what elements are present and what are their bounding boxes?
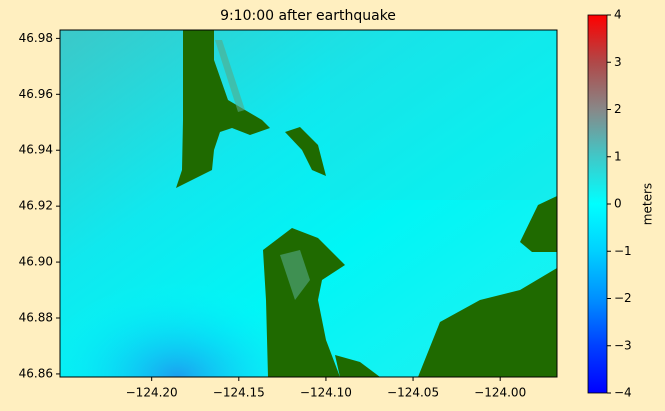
y-tick-label: 46.86 <box>19 366 53 380</box>
colorbar-tick-label: −4 <box>614 386 632 400</box>
colorbar-tick-label: 3 <box>614 55 622 69</box>
map <box>60 30 557 377</box>
y-tick-label: 46.94 <box>19 143 53 157</box>
colorbar-label: meters <box>641 183 655 225</box>
colorbar-tick-label: 4 <box>614 8 622 22</box>
colorbar-tick-label: −1 <box>614 244 632 258</box>
y-tick-label: 46.88 <box>19 311 53 325</box>
y-tick-label: 46.98 <box>19 31 53 45</box>
colorbar-tick-label: 2 <box>614 102 622 116</box>
axes-frame <box>59 29 558 378</box>
chart-title: 9:10:00 after earthquake <box>220 8 396 24</box>
y-tick-label: 46.92 <box>19 199 53 213</box>
colorbar-tick-label: 1 <box>614 149 622 163</box>
colorbar-tick-label: −2 <box>614 291 632 305</box>
wetland <box>215 40 310 300</box>
bay-water <box>330 30 557 200</box>
colorbar-tick-label: 0 <box>614 197 622 211</box>
y-tick-label: 46.96 <box>19 87 53 101</box>
x-tick-label: −124.00 <box>474 386 526 400</box>
y-tick-label: 46.90 <box>19 255 53 269</box>
x-tick-label: −124.15 <box>213 386 265 400</box>
x-tick-label: −124.10 <box>300 386 352 400</box>
colorbar-tick-label: −3 <box>614 338 632 352</box>
x-tick-label: −124.05 <box>387 386 439 400</box>
colorbar <box>587 14 608 394</box>
x-tick-label: −124.20 <box>126 386 178 400</box>
